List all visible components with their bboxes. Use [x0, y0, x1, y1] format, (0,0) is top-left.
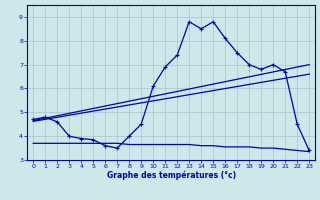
- X-axis label: Graphe des températures (°c): Graphe des températures (°c): [107, 171, 236, 180]
